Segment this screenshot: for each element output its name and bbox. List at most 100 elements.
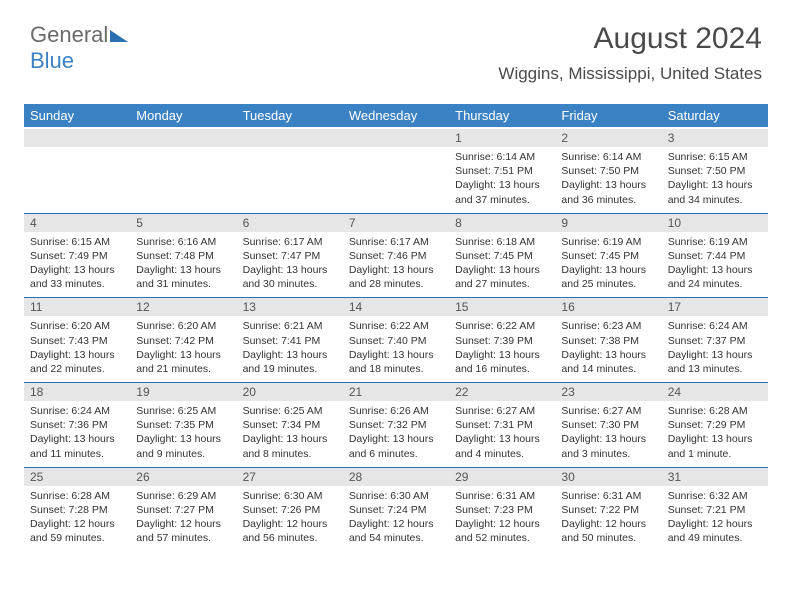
day-body: Sunrise: 6:28 AMSunset: 7:29 PMDaylight:…: [662, 401, 768, 467]
day-detail-line: Sunset: 7:31 PM: [455, 418, 549, 432]
calendar-cell: 1Sunrise: 6:14 AMSunset: 7:51 PMDaylight…: [449, 128, 555, 213]
calendar-week-row: 18Sunrise: 6:24 AMSunset: 7:36 PMDayligh…: [24, 383, 768, 468]
day-detail-line: Sunset: 7:45 PM: [455, 249, 549, 263]
day-body: [237, 147, 343, 209]
day-detail-line: Sunrise: 6:17 AM: [243, 235, 337, 249]
day-detail-line: Sunrise: 6:14 AM: [561, 150, 655, 164]
day-detail-line: Sunset: 7:48 PM: [136, 249, 230, 263]
day-detail-line: Daylight: 13 hours and 8 minutes.: [243, 432, 337, 460]
day-number: 20: [237, 383, 343, 401]
day-number: 13: [237, 298, 343, 316]
day-detail-line: Daylight: 13 hours and 3 minutes.: [561, 432, 655, 460]
day-body: Sunrise: 6:20 AMSunset: 7:42 PMDaylight:…: [130, 316, 236, 382]
day-number: 31: [662, 468, 768, 486]
location-subtitle: Wiggins, Mississippi, United States: [498, 64, 762, 84]
logo-text-1: General: [30, 22, 108, 47]
day-detail-line: Sunset: 7:42 PM: [136, 334, 230, 348]
day-body: [24, 147, 130, 209]
calendar-cell: 10Sunrise: 6:19 AMSunset: 7:44 PMDayligh…: [662, 213, 768, 298]
day-detail-line: Sunrise: 6:19 AM: [561, 235, 655, 249]
calendar-cell: 12Sunrise: 6:20 AMSunset: 7:42 PMDayligh…: [130, 298, 236, 383]
calendar-cell: [343, 128, 449, 213]
day-body: Sunrise: 6:25 AMSunset: 7:34 PMDaylight:…: [237, 401, 343, 467]
calendar-cell: 5Sunrise: 6:16 AMSunset: 7:48 PMDaylight…: [130, 213, 236, 298]
day-number: [130, 129, 236, 147]
day-body: Sunrise: 6:18 AMSunset: 7:45 PMDaylight:…: [449, 232, 555, 298]
day-body: Sunrise: 6:17 AMSunset: 7:47 PMDaylight:…: [237, 232, 343, 298]
day-body: Sunrise: 6:20 AMSunset: 7:43 PMDaylight:…: [24, 316, 130, 382]
day-header: Thursday: [449, 104, 555, 128]
day-detail-line: Daylight: 13 hours and 18 minutes.: [349, 348, 443, 376]
day-detail-line: Sunset: 7:46 PM: [349, 249, 443, 263]
calendar-cell: 8Sunrise: 6:18 AMSunset: 7:45 PMDaylight…: [449, 213, 555, 298]
day-detail-line: Sunrise: 6:18 AM: [455, 235, 549, 249]
day-body: Sunrise: 6:19 AMSunset: 7:44 PMDaylight:…: [662, 232, 768, 298]
day-detail-line: Sunrise: 6:14 AM: [455, 150, 549, 164]
day-detail-line: Sunrise: 6:23 AM: [561, 319, 655, 333]
day-detail-line: Sunrise: 6:26 AM: [349, 404, 443, 418]
day-number: 8: [449, 214, 555, 232]
day-body: [130, 147, 236, 209]
day-body: Sunrise: 6:31 AMSunset: 7:22 PMDaylight:…: [555, 486, 661, 552]
day-number: 10: [662, 214, 768, 232]
day-detail-line: Sunset: 7:36 PM: [30, 418, 124, 432]
day-number: 22: [449, 383, 555, 401]
calendar-cell: 29Sunrise: 6:31 AMSunset: 7:23 PMDayligh…: [449, 467, 555, 551]
calendar-week-row: 1Sunrise: 6:14 AMSunset: 7:51 PMDaylight…: [24, 128, 768, 213]
calendar-week-row: 25Sunrise: 6:28 AMSunset: 7:28 PMDayligh…: [24, 467, 768, 551]
day-detail-line: Daylight: 13 hours and 36 minutes.: [561, 178, 655, 206]
day-detail-line: Sunrise: 6:22 AM: [455, 319, 549, 333]
day-detail-line: Sunset: 7:44 PM: [668, 249, 762, 263]
day-number: 23: [555, 383, 661, 401]
day-detail-line: Sunrise: 6:16 AM: [136, 235, 230, 249]
day-body: Sunrise: 6:26 AMSunset: 7:32 PMDaylight:…: [343, 401, 449, 467]
calendar-cell: 20Sunrise: 6:25 AMSunset: 7:34 PMDayligh…: [237, 383, 343, 468]
calendar-cell: 21Sunrise: 6:26 AMSunset: 7:32 PMDayligh…: [343, 383, 449, 468]
day-detail-line: Sunset: 7:21 PM: [668, 503, 762, 517]
calendar-cell: 15Sunrise: 6:22 AMSunset: 7:39 PMDayligh…: [449, 298, 555, 383]
day-body: Sunrise: 6:30 AMSunset: 7:24 PMDaylight:…: [343, 486, 449, 552]
day-number: 3: [662, 129, 768, 147]
day-detail-line: Daylight: 13 hours and 24 minutes.: [668, 263, 762, 291]
day-detail-line: Sunset: 7:32 PM: [349, 418, 443, 432]
day-detail-line: Daylight: 13 hours and 11 minutes.: [30, 432, 124, 460]
day-number: 11: [24, 298, 130, 316]
day-detail-line: Daylight: 12 hours and 56 minutes.: [243, 517, 337, 545]
day-detail-line: Sunset: 7:40 PM: [349, 334, 443, 348]
day-detail-line: Sunrise: 6:15 AM: [30, 235, 124, 249]
day-detail-line: Daylight: 13 hours and 37 minutes.: [455, 178, 549, 206]
day-detail-line: Sunrise: 6:27 AM: [561, 404, 655, 418]
day-detail-line: Sunset: 7:22 PM: [561, 503, 655, 517]
day-body: Sunrise: 6:22 AMSunset: 7:40 PMDaylight:…: [343, 316, 449, 382]
calendar-cell: 22Sunrise: 6:27 AMSunset: 7:31 PMDayligh…: [449, 383, 555, 468]
day-detail-line: Daylight: 13 hours and 6 minutes.: [349, 432, 443, 460]
day-detail-line: Sunset: 7:50 PM: [668, 164, 762, 178]
calendar-cell: 17Sunrise: 6:24 AMSunset: 7:37 PMDayligh…: [662, 298, 768, 383]
calendar-cell: 28Sunrise: 6:30 AMSunset: 7:24 PMDayligh…: [343, 467, 449, 551]
day-header: Wednesday: [343, 104, 449, 128]
day-detail-line: Sunrise: 6:17 AM: [349, 235, 443, 249]
day-detail-line: Sunrise: 6:22 AM: [349, 319, 443, 333]
day-detail-line: Sunrise: 6:25 AM: [136, 404, 230, 418]
day-detail-line: Sunset: 7:30 PM: [561, 418, 655, 432]
day-number: [237, 129, 343, 147]
day-detail-line: Sunrise: 6:30 AM: [349, 489, 443, 503]
calendar-cell: 7Sunrise: 6:17 AMSunset: 7:46 PMDaylight…: [343, 213, 449, 298]
day-detail-line: Daylight: 13 hours and 28 minutes.: [349, 263, 443, 291]
day-detail-line: Daylight: 13 hours and 14 minutes.: [561, 348, 655, 376]
calendar-cell: [237, 128, 343, 213]
calendar-cell: 13Sunrise: 6:21 AMSunset: 7:41 PMDayligh…: [237, 298, 343, 383]
day-body: Sunrise: 6:25 AMSunset: 7:35 PMDaylight:…: [130, 401, 236, 467]
day-detail-line: Sunset: 7:41 PM: [243, 334, 337, 348]
day-detail-line: Daylight: 12 hours and 59 minutes.: [30, 517, 124, 545]
calendar-cell: 23 Sunrise: 6:27 AMSunset: 7:30 PMDayligh…: [555, 383, 661, 468]
day-detail-line: Daylight: 13 hours and 19 minutes.: [243, 348, 337, 376]
day-header: Friday: [555, 104, 661, 128]
day-detail-line: Sunset: 7:27 PM: [136, 503, 230, 517]
day-detail-line: Daylight: 13 hours and 33 minutes.: [30, 263, 124, 291]
day-detail-line: Sunset: 7:43 PM: [30, 334, 124, 348]
day-detail-line: Sunrise: 6:20 AM: [136, 319, 230, 333]
calendar-cell: 6Sunrise: 6:17 AMSunset: 7:47 PMDaylight…: [237, 213, 343, 298]
day-detail-line: Sunrise: 6:27 AM: [455, 404, 549, 418]
calendar-cell: 19Sunrise: 6:25 AMSunset: 7:35 PMDayligh…: [130, 383, 236, 468]
